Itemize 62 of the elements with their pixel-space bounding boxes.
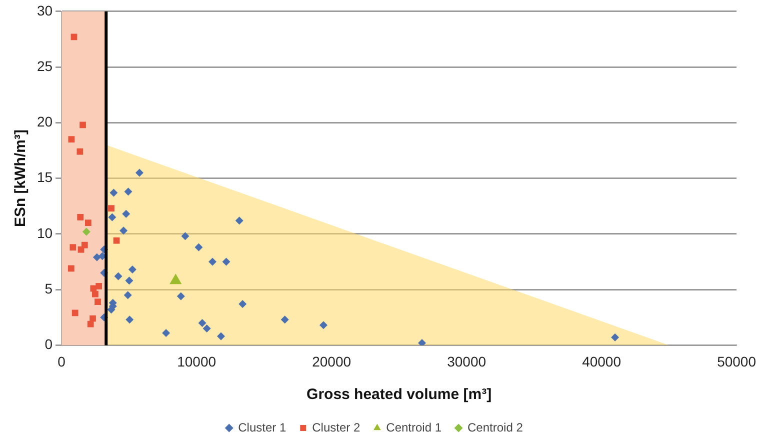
- point: [202, 324, 211, 333]
- point: [418, 338, 426, 346]
- point: [113, 237, 120, 244]
- point: [108, 213, 116, 222]
- point: [162, 328, 170, 337]
- point: [124, 188, 132, 196]
- point: [92, 290, 98, 298]
- legend-label: Cluster 1: [238, 420, 286, 434]
- legend-label: Cluster 2: [312, 420, 360, 434]
- point: [68, 265, 74, 272]
- point: [68, 136, 75, 143]
- point: [122, 210, 130, 218]
- x-tick-label: 20000: [312, 353, 352, 370]
- point: [198, 318, 206, 327]
- point: [194, 243, 203, 252]
- y-tick-label: 0: [44, 336, 53, 352]
- y-tick-label: 25: [36, 58, 53, 74]
- point: [90, 315, 96, 322]
- point: [280, 316, 289, 324]
- point: [126, 316, 134, 324]
- point: [181, 232, 190, 240]
- y-tick-label: 30: [36, 2, 53, 18]
- y-tick-label: 10: [36, 224, 53, 241]
- point: [208, 258, 216, 266]
- y-tick-label: 20: [36, 114, 53, 130]
- point: [135, 168, 144, 177]
- y-axis-title: ESn [kWh/m³]: [12, 130, 30, 228]
- point: [176, 292, 185, 300]
- x-tick-label: 10000: [177, 353, 216, 370]
- point: [319, 321, 328, 330]
- point: [128, 266, 136, 274]
- point: [235, 216, 244, 225]
- point: [87, 320, 94, 328]
- y-tick-label: 5: [44, 280, 53, 296]
- point: [108, 205, 114, 212]
- point: [124, 291, 132, 300]
- point: [120, 226, 128, 235]
- point: [84, 220, 92, 226]
- point: [72, 310, 78, 316]
- point: [96, 283, 102, 290]
- point: [110, 188, 118, 197]
- x-tick-label: 40000: [582, 353, 622, 370]
- point: [80, 122, 86, 128]
- point: [125, 276, 134, 285]
- point: [238, 300, 247, 308]
- x-axis-title: Gross heated volume [m³]: [306, 386, 492, 404]
- point: [77, 214, 84, 220]
- point: [76, 148, 84, 155]
- x-tick-label: 50000: [717, 353, 756, 370]
- point: [94, 298, 101, 305]
- y-tick-label: 15: [36, 169, 53, 186]
- x-tick-label: 30000: [447, 353, 486, 370]
- point: [611, 333, 620, 342]
- legend-label: Centroid 1: [386, 420, 442, 434]
- point: [217, 332, 225, 340]
- point: [222, 258, 230, 266]
- legend-label: Centroid 2: [468, 420, 524, 434]
- point: [92, 253, 101, 262]
- point: [114, 272, 122, 280]
- point: [70, 244, 76, 250]
- point: [82, 228, 90, 236]
- x-tick-label: 0: [58, 353, 66, 370]
